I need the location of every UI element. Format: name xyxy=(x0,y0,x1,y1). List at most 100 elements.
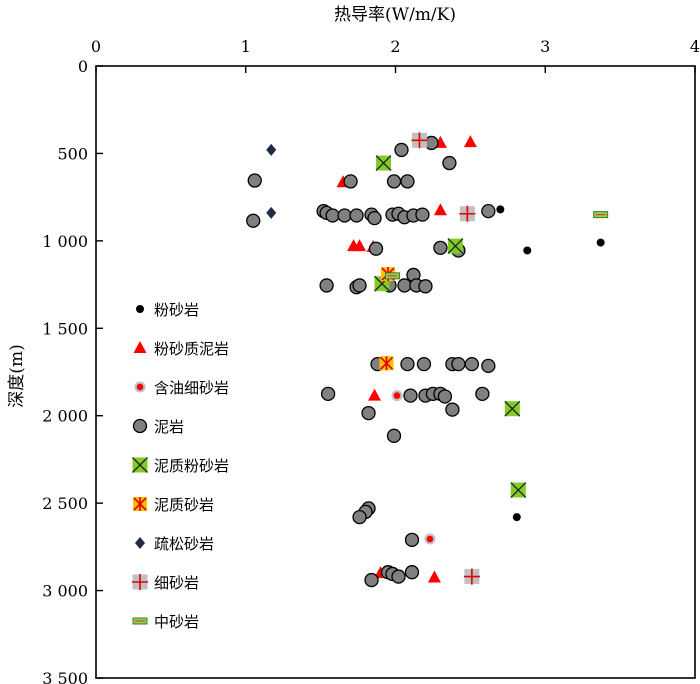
plot-frame xyxy=(95,65,696,679)
data-point xyxy=(433,240,448,256)
legend-item: 疏松砂岩 xyxy=(135,535,214,553)
legend-marker xyxy=(132,457,148,473)
data-point xyxy=(512,513,521,522)
data-point xyxy=(463,135,477,148)
data-point xyxy=(418,279,433,294)
legend-item: 中砂岩 xyxy=(132,613,199,631)
legend-label: 含油细砂岩 xyxy=(154,379,229,397)
x-axis-title: 热导率(W/m/K) xyxy=(334,5,456,25)
y-tick-label: 3 000 xyxy=(42,582,88,601)
data-point xyxy=(523,246,532,255)
y-axis-title: 深度(m) xyxy=(7,344,27,407)
legend-label: 细砂岩 xyxy=(154,574,199,592)
data-point xyxy=(325,208,340,223)
data-point xyxy=(319,278,334,293)
data-point xyxy=(451,356,466,372)
data-points xyxy=(246,132,609,588)
data-point xyxy=(596,238,605,247)
data-point xyxy=(459,205,476,222)
data-point xyxy=(349,208,364,223)
data-point xyxy=(424,533,436,545)
data-point xyxy=(411,132,428,149)
data-point xyxy=(504,400,521,417)
x-tick-label: 2 xyxy=(390,37,400,56)
x-tick-label: 1 xyxy=(241,37,251,56)
data-point xyxy=(394,142,409,158)
legend-label: 疏松砂岩 xyxy=(154,535,214,553)
data-point xyxy=(397,278,412,293)
data-point xyxy=(364,572,379,588)
series-1 xyxy=(496,205,605,522)
data-point xyxy=(416,356,432,372)
y-tick-label: 3 500 xyxy=(42,669,88,684)
legend-item: 含油细砂岩 xyxy=(134,379,229,397)
data-point xyxy=(337,208,352,223)
data-point xyxy=(379,356,394,371)
data-point xyxy=(375,155,392,172)
data-point xyxy=(320,386,336,402)
legend-marker xyxy=(133,341,147,353)
data-point xyxy=(352,509,367,525)
data-point xyxy=(368,388,382,401)
legend-marker xyxy=(133,497,147,511)
data-point xyxy=(447,238,464,255)
data-point xyxy=(442,155,457,171)
data-point xyxy=(367,210,382,226)
data-point xyxy=(247,173,262,188)
data-point xyxy=(386,428,402,443)
legend-marker xyxy=(135,537,145,549)
legend-label: 泥质粉砂岩 xyxy=(154,457,229,475)
data-point xyxy=(400,174,415,189)
data-point xyxy=(386,174,402,189)
x-tick-label: 4 xyxy=(690,37,700,56)
data-point xyxy=(496,205,505,214)
series-8 xyxy=(411,132,480,585)
y-tick-label: 1 000 xyxy=(42,232,88,251)
data-point xyxy=(403,388,418,403)
data-point xyxy=(464,356,480,372)
data-point xyxy=(246,213,261,228)
data-point xyxy=(400,356,415,372)
data-point xyxy=(404,565,420,580)
legend-item: 泥岩 xyxy=(132,418,184,436)
data-point xyxy=(445,402,460,417)
data-point xyxy=(385,272,401,280)
data-point xyxy=(415,207,430,222)
x-tick-label: 3 xyxy=(540,37,550,56)
legend-item: 粉砂质泥岩 xyxy=(133,340,229,358)
y-tick-label: 1 500 xyxy=(42,319,88,338)
x-tick-label: 0 xyxy=(91,37,101,56)
legend-label: 粉砂质泥岩 xyxy=(154,340,229,358)
data-point xyxy=(391,390,403,402)
legend-item: 泥质砂岩 xyxy=(133,496,214,514)
data-point xyxy=(437,389,453,404)
data-point xyxy=(463,568,480,585)
series-4 xyxy=(246,135,496,588)
data-point xyxy=(427,570,441,583)
legend-item: 细砂岩 xyxy=(132,574,199,592)
data-point xyxy=(391,569,406,584)
y-tick-label: 0 xyxy=(78,57,88,76)
data-point xyxy=(368,241,384,256)
data-point xyxy=(266,206,277,219)
data-point xyxy=(593,211,609,219)
x-axis: 0 1 2 3 4 xyxy=(91,37,700,73)
data-point xyxy=(481,358,496,374)
legend-label: 泥岩 xyxy=(154,418,184,436)
legend-label: 泥质砂岩 xyxy=(154,496,214,514)
series-3 xyxy=(391,390,436,545)
data-point xyxy=(510,482,527,498)
legend-item: 泥质粉砂岩 xyxy=(132,457,229,475)
legend-marker xyxy=(132,574,148,590)
legend-marker xyxy=(132,617,148,625)
series-7 xyxy=(266,143,277,219)
legend-marker xyxy=(134,381,146,393)
legend-label: 粉砂岩 xyxy=(154,301,199,319)
series-9 xyxy=(385,211,609,280)
data-point xyxy=(433,203,447,216)
legend-item: 粉砂岩 xyxy=(136,301,199,319)
y-tick-label: 2 000 xyxy=(42,407,88,426)
y-tick-label: 500 xyxy=(57,144,88,163)
